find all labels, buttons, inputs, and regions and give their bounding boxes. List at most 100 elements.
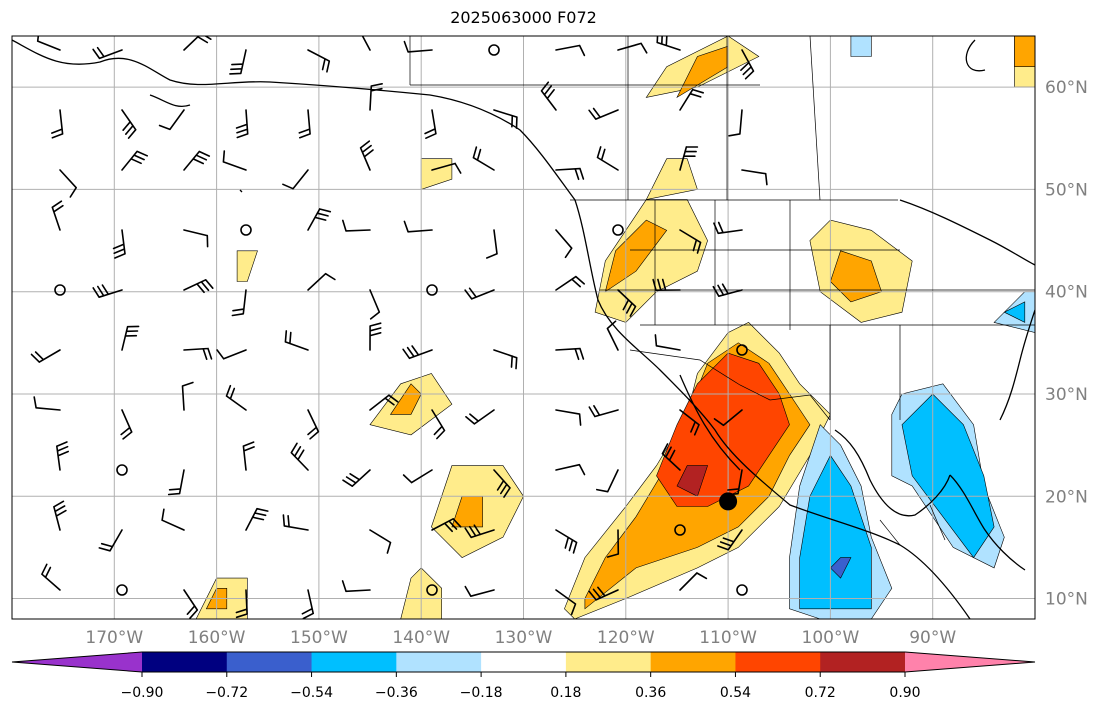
wind-barb xyxy=(121,109,137,139)
colorbar-tick-label: −0.18 xyxy=(460,685,503,701)
wind-barb xyxy=(555,167,585,181)
wind-barb xyxy=(654,334,681,351)
colorbar-segment xyxy=(142,652,228,672)
wind-barb xyxy=(712,283,743,297)
wind-barb xyxy=(679,88,704,111)
colorbar-tick-labels: −0.90 −0.72 −0.54 −0.36 −0.18 0.18 0.36 0.54 0.7… xyxy=(121,672,921,701)
wind-barb xyxy=(713,409,743,427)
colorbar-segment xyxy=(481,652,567,672)
wind-barb xyxy=(661,443,681,471)
wind-barb xyxy=(402,345,433,360)
calm-wind-circles xyxy=(54,44,748,596)
colorbar-segment xyxy=(820,652,906,672)
wind-barb xyxy=(359,140,374,171)
wind-barb xyxy=(464,287,495,300)
field-region xyxy=(676,465,709,497)
map-title: 2025063000 F072 xyxy=(450,8,597,27)
wind-barb xyxy=(679,146,699,171)
colorbar-segment xyxy=(226,652,313,672)
wind-barb xyxy=(298,109,311,139)
colorbar-tick-label: 0.90 xyxy=(889,685,920,701)
wind-barb xyxy=(431,162,462,174)
wind-barb xyxy=(493,109,518,129)
wind-barb xyxy=(540,81,557,111)
latitude-label: 40°N xyxy=(1045,283,1088,303)
wind-barb xyxy=(741,169,768,186)
wind-barb xyxy=(369,394,399,411)
calm-circle xyxy=(488,44,500,56)
wind-barb xyxy=(307,409,320,440)
wind-barb xyxy=(617,42,648,54)
wind-barb xyxy=(51,200,64,231)
wind-barb xyxy=(183,150,211,171)
calm-circle xyxy=(736,344,748,356)
wind-barb xyxy=(284,330,309,351)
wind-barb xyxy=(656,36,681,51)
wind-barb xyxy=(679,572,708,591)
wind-barb xyxy=(341,580,371,593)
wind-barb xyxy=(98,529,123,552)
wind-barb xyxy=(161,508,185,531)
wind-barb xyxy=(53,500,67,531)
wind-barb xyxy=(307,208,332,231)
wind-barb xyxy=(51,109,64,139)
latitude-label: 60°N xyxy=(1045,78,1088,98)
wind-barb xyxy=(679,229,702,254)
wind-barb xyxy=(92,284,123,298)
wind-barb xyxy=(282,514,309,531)
wind-barb xyxy=(493,349,518,370)
wind-barb xyxy=(235,109,249,139)
colorbar-tick-label: 0.36 xyxy=(635,685,666,701)
wind-barb xyxy=(120,409,133,440)
wind-barb xyxy=(555,529,578,554)
field-region xyxy=(829,557,852,579)
wind-barb xyxy=(596,146,619,171)
longitude-label: 160°W xyxy=(188,628,246,648)
wind-barb xyxy=(183,347,213,360)
colorbar-tick-label: 0.72 xyxy=(805,685,836,701)
wind-barb xyxy=(464,524,495,539)
wind-barb xyxy=(342,219,371,232)
wind-barb xyxy=(606,529,620,558)
latitude-labels: 60°N 50°N 40°N 30°N 20°N 10°N xyxy=(1045,78,1088,609)
field-region xyxy=(830,250,882,303)
wind-barb xyxy=(242,441,255,471)
calm-circle xyxy=(674,524,686,536)
wind-barb xyxy=(555,229,573,259)
colorbar-tick-label: −0.36 xyxy=(375,685,418,701)
wind-barb xyxy=(424,109,437,139)
calm-circle xyxy=(116,584,128,596)
longitude-label: 170°W xyxy=(85,628,143,648)
colorbar-segment xyxy=(735,652,821,672)
wind-barb xyxy=(33,396,61,411)
longitude-label: 150°W xyxy=(290,628,348,648)
wind-barb xyxy=(307,49,331,73)
wind-barb xyxy=(59,169,77,198)
wind-barb xyxy=(606,320,619,351)
wind-barb xyxy=(361,36,371,51)
wind-barb xyxy=(555,589,577,616)
wind-barb xyxy=(36,36,61,51)
calm-circle xyxy=(426,284,438,296)
calm-circle xyxy=(116,464,128,476)
wind-barb xyxy=(679,409,700,436)
wind-barb xyxy=(92,46,123,60)
wind-barb xyxy=(307,272,336,291)
longitude-label: 130°W xyxy=(495,628,553,648)
latitude-label: 20°N xyxy=(1045,487,1088,507)
wind-barb xyxy=(486,229,498,259)
wind-barb xyxy=(290,442,309,471)
longitude-label: 110°W xyxy=(699,628,757,648)
wind-barb xyxy=(555,347,585,361)
wind-barb xyxy=(121,150,148,171)
wind-barb xyxy=(617,289,637,317)
wind-barb xyxy=(596,469,619,493)
calm-circle xyxy=(426,584,438,596)
wind-barb xyxy=(555,463,586,476)
colorbar-segment xyxy=(396,652,482,672)
latitude-label: 10°N xyxy=(1045,590,1088,610)
wind-barb xyxy=(225,384,247,411)
field-region xyxy=(850,36,872,57)
latitude-label: 50°N xyxy=(1045,180,1088,200)
